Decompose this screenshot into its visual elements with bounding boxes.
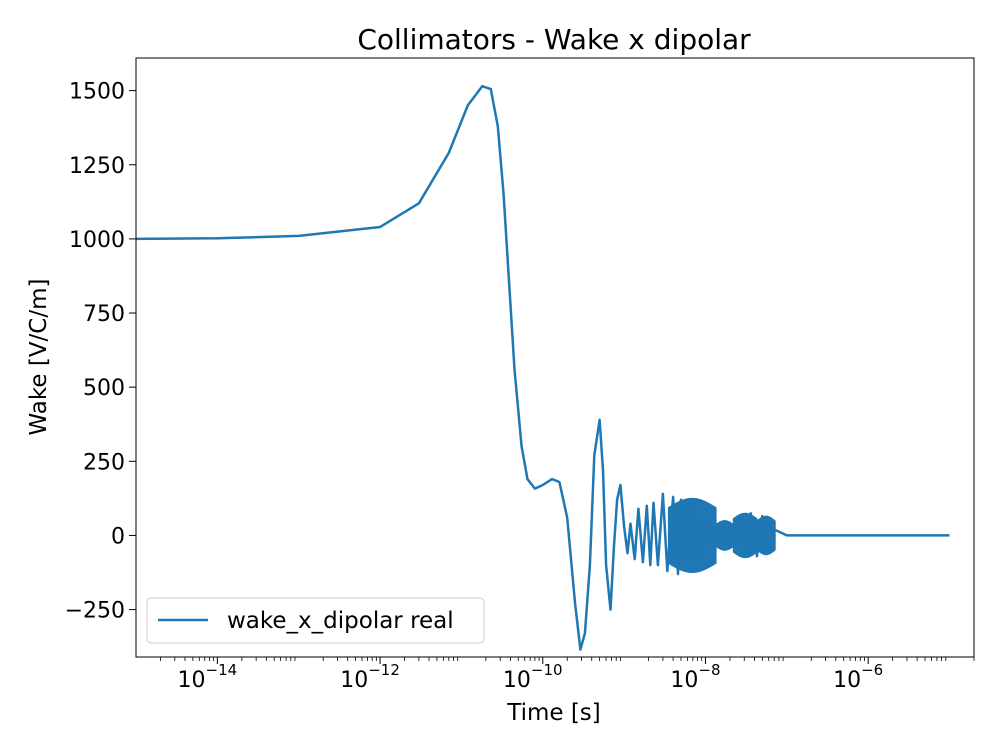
x-axis: 10−14 10−12 10−10 10−8 10−6 <box>160 657 975 693</box>
x-tick-exponent: −10 <box>531 661 563 679</box>
x-tick-label: 10−12 <box>340 661 400 693</box>
x-tick-exponent: −14 <box>206 661 238 679</box>
x-tick-label: 10−14 <box>178 661 238 693</box>
legend-frame <box>146 597 485 644</box>
y-tick-label: 750 <box>83 302 125 327</box>
y-tick-label: 0 <box>111 524 125 549</box>
y-tick-label: 250 <box>83 450 125 475</box>
x-tick-label: 10−8 <box>670 661 720 693</box>
y-tick-label: 1000 <box>69 228 125 253</box>
y-tick-label: 500 <box>83 376 125 401</box>
plot-area <box>135 84 950 651</box>
y-axis: 1500 1250 1000 750 500 250 0 −250 <box>65 80 136 624</box>
legend-label: wake_x_dipolar real <box>227 608 454 634</box>
x-tick-exponent: −6 <box>861 661 883 679</box>
series-line-wake-x-dipolar-real <box>135 84 950 651</box>
x-tick-exponent: −12 <box>368 661 400 679</box>
plot-frame <box>135 57 975 658</box>
y-axis-label: Wake [V/C/m] <box>26 279 52 436</box>
x-tick-label: 10−6 <box>833 661 883 693</box>
x-tick-label: 10−10 <box>503 661 563 693</box>
x-tick-exponent: −8 <box>698 661 720 679</box>
y-tick-label: −250 <box>65 599 125 624</box>
y-tick-label: 1250 <box>69 154 125 179</box>
y-tick-label: 1500 <box>69 80 125 105</box>
chart-title: Collimators - Wake x dipolar <box>357 23 751 56</box>
legend: wake_x_dipolar real <box>146 597 485 644</box>
x-axis-label: Time [s] <box>506 700 601 726</box>
